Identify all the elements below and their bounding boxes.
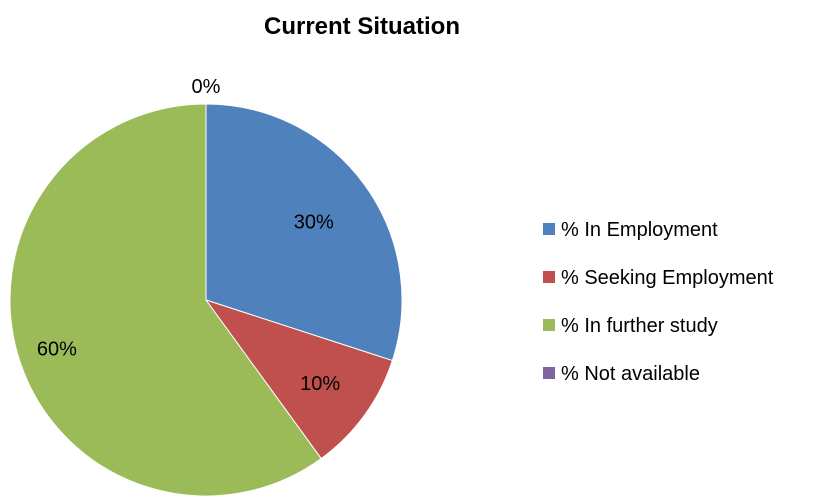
legend: % In Employment % Seeking Employment % In … <box>543 219 774 385</box>
legend-label-in-further-study: % In further study <box>561 315 718 337</box>
pie-slice-seeking-employment <box>204 299 394 460</box>
pie-slice-in-further-study <box>9 103 322 497</box>
pie-slice-in-employment <box>205 103 403 362</box>
legend-swatch-in-employment <box>543 223 555 235</box>
pie-slices <box>9 103 403 497</box>
legend-swatch-seeking-employment <box>543 271 555 283</box>
pie-data-labels: 30% 10% 60% 0% <box>37 76 341 395</box>
data-label-seeking-employment: 10% <box>300 373 340 395</box>
data-label-in-further-study: 60% <box>37 339 77 361</box>
legend-label-seeking-employment: % Seeking Employment <box>561 267 774 289</box>
legend-swatch-not-available <box>543 367 555 379</box>
legend-label-not-available: % Not available <box>561 363 700 385</box>
data-label-not-available: 0% <box>192 76 221 98</box>
data-label-in-employment: 30% <box>294 212 334 234</box>
legend-label-in-employment: % In Employment <box>561 219 718 241</box>
legend-swatch-in-further-study <box>543 319 555 331</box>
chart-title: Current Situation <box>264 13 460 40</box>
